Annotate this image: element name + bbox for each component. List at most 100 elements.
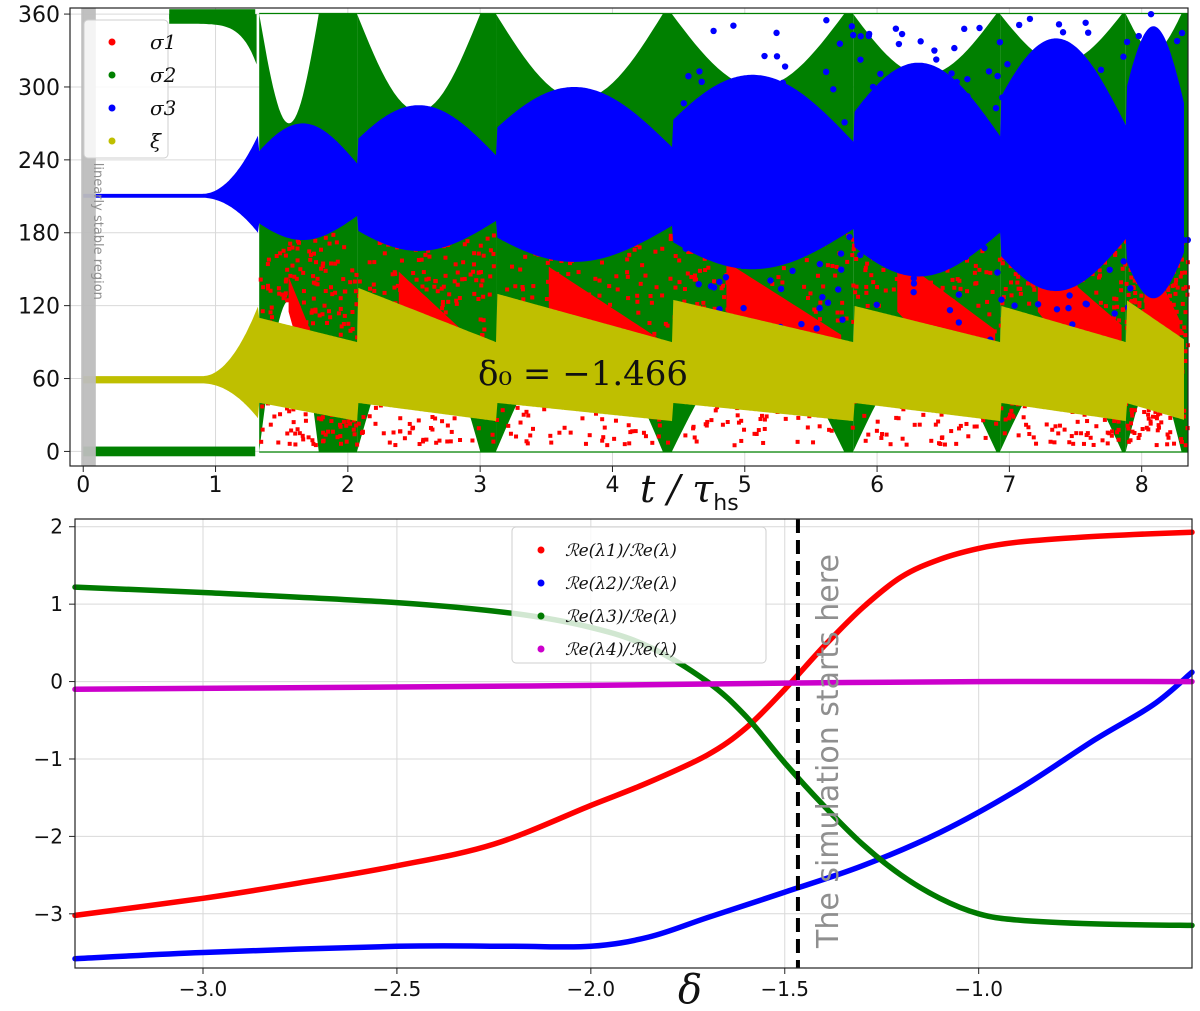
top-xtick-label: 0 xyxy=(76,473,90,498)
sigma1-point xyxy=(335,435,340,440)
sigma3-point xyxy=(917,38,924,45)
sigma1-point xyxy=(350,268,355,273)
sigma1-point xyxy=(462,242,467,247)
sigma3-point xyxy=(682,172,689,180)
sigma1-point xyxy=(323,235,328,240)
top-ytick-label: 300 xyxy=(18,76,60,101)
sigma1-point xyxy=(548,433,553,438)
sigma3-point xyxy=(730,22,737,29)
sigma1-point xyxy=(344,423,349,428)
sigma1-point xyxy=(329,419,334,424)
sigma3-point xyxy=(931,47,938,54)
sigma1-point xyxy=(762,417,767,422)
sigma1-point xyxy=(266,286,271,291)
sigma3-point xyxy=(1127,285,1134,292)
sigma1-point xyxy=(1048,439,1053,444)
sigma1-point xyxy=(491,439,496,444)
sigma1-point xyxy=(692,273,697,278)
sigma3-point xyxy=(964,75,971,83)
sigma3-point xyxy=(766,185,774,193)
sigma1-point xyxy=(1094,424,1099,429)
sigma1-point xyxy=(433,416,438,421)
sigma1-point xyxy=(732,443,737,448)
top-xtick-label: 3 xyxy=(473,473,487,498)
bottom-panel: The simulation starts here −3.0 −2.5 −2.0−… xyxy=(34,515,1195,1011)
sigma1-point xyxy=(446,299,451,304)
sigma1-point xyxy=(937,441,942,446)
sigma1-point xyxy=(289,428,294,433)
sigma1-point xyxy=(1179,437,1184,442)
sigma1-point xyxy=(1112,296,1117,301)
sigma1-point xyxy=(1025,281,1030,286)
sigma1-point xyxy=(583,441,588,446)
bottom-xlabel: δ xyxy=(678,967,702,1011)
sigma1-point xyxy=(1140,427,1145,432)
sigma3-point xyxy=(1141,111,1148,118)
sigma3-point xyxy=(1025,110,1033,118)
sigma1-point xyxy=(758,417,763,422)
sigma3-point xyxy=(1057,173,1064,180)
sigma1-point xyxy=(303,412,308,417)
sigma1-point xyxy=(321,261,326,266)
bottom-legend-label: ℛe(λ4)/ℛe(λ) xyxy=(565,640,677,660)
sigma1-point xyxy=(377,240,382,245)
sigma1-point xyxy=(625,270,630,275)
sigma3-point xyxy=(1031,243,1038,250)
sigma1-point xyxy=(742,427,747,432)
sigma1-point xyxy=(440,306,445,311)
sigma3-point xyxy=(839,134,846,142)
top-legend: σ1 σ2 σ3 ξ xyxy=(83,19,176,159)
sigma1-point xyxy=(295,246,300,251)
top-legend-box xyxy=(83,19,169,159)
sigma3-point xyxy=(680,100,687,107)
sigma1-point xyxy=(490,432,495,437)
sigma1-point xyxy=(411,271,416,276)
sigma3-point xyxy=(833,222,840,229)
sigma1-point xyxy=(614,274,619,279)
sigma3-point xyxy=(1100,209,1108,216)
sigma1-point xyxy=(866,432,871,437)
sigma1-point xyxy=(1000,301,1005,306)
sigma1-point xyxy=(1031,435,1036,440)
bottom-legend-label: ℛe(λ2)/ℛe(λ) xyxy=(565,574,677,594)
sigma3-point xyxy=(1086,189,1093,196)
sigma1-point xyxy=(430,415,435,420)
sigma1-point xyxy=(1146,408,1151,413)
sigma1-point xyxy=(627,252,632,257)
sigma1-point xyxy=(433,279,438,284)
sigma3-point xyxy=(740,304,747,312)
sigma3-point xyxy=(981,244,988,252)
sigma1-point xyxy=(972,270,977,275)
sigma1-point xyxy=(1071,441,1076,446)
sigma1-point xyxy=(862,413,867,418)
sigma3-point xyxy=(824,299,832,306)
sigma3-point xyxy=(1039,163,1047,171)
sigma1-point xyxy=(472,251,477,256)
sigma3-point xyxy=(739,262,746,270)
sigma1-point xyxy=(285,267,290,272)
sigma1-point xyxy=(334,240,339,245)
sigma1-point xyxy=(904,442,909,447)
sigma1-point xyxy=(869,273,874,278)
sigma1-point xyxy=(955,277,960,282)
sigma1-point xyxy=(1178,329,1183,334)
sigma1-point xyxy=(382,290,387,295)
sigma3-point xyxy=(791,92,798,99)
sigma1-point xyxy=(355,442,360,447)
sigma1-point xyxy=(685,271,690,276)
sigma1-point xyxy=(1165,432,1170,437)
sigma1-point xyxy=(635,299,640,304)
sigma1-point xyxy=(912,422,917,427)
sigma1-point xyxy=(301,270,306,275)
sigma3-point xyxy=(1021,85,1029,92)
sigma1-point xyxy=(636,310,641,315)
sigma3-point xyxy=(848,23,856,30)
sigma1-point xyxy=(1181,286,1186,291)
sigma3-point xyxy=(994,72,1001,80)
sigma1-point xyxy=(781,266,786,271)
sigma3-point xyxy=(1153,228,1160,235)
sigma1-point xyxy=(329,261,334,266)
top-ytick-label: 60 xyxy=(32,368,60,393)
sigma3-point xyxy=(910,288,917,296)
sigma1-point xyxy=(776,275,781,280)
